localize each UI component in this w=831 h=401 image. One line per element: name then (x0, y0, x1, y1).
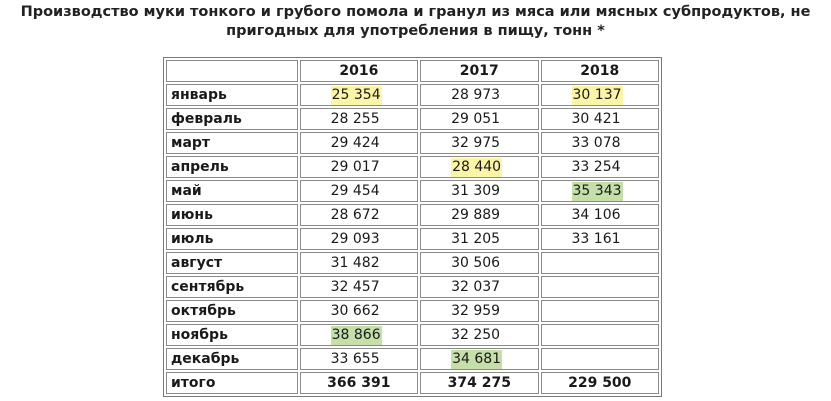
header-row: 2016 2017 2018 (166, 60, 659, 82)
value-cell: 32 037 (420, 276, 539, 298)
total-label: итого (166, 372, 298, 394)
production-table: 2016 2017 2018 январь 25 354 28 973 30 1… (163, 57, 662, 397)
value-cell: 29 424 (299, 132, 419, 154)
month-label: апрель (166, 156, 298, 178)
month-label: ноябрь (166, 324, 298, 346)
value-cell (540, 324, 659, 346)
value-cell: 30 662 (299, 300, 419, 322)
min-highlight: 25 354 (330, 85, 382, 105)
month-label: октябрь (166, 300, 298, 322)
value-cell: 29 093 (299, 228, 419, 250)
table-row: декабрь 33 655 34 681 (166, 348, 659, 370)
table-row: октябрь 30 662 32 959 (166, 300, 659, 322)
value-cell: 31 205 (420, 228, 539, 250)
table-row: апрель 29 017 28 440 33 254 (166, 156, 659, 178)
total-2016: 366 391 (299, 372, 419, 394)
value-cell: 31 482 (299, 252, 419, 274)
value-cell: 30 421 (540, 108, 659, 130)
value-cell: 28 440 (420, 156, 539, 178)
title-line-1: Производство муки тонкого и грубого помо… (20, 4, 811, 20)
table-row: июль 29 093 31 205 33 161 (166, 228, 659, 250)
month-label: февраль (166, 108, 298, 130)
value-cell (540, 300, 659, 322)
title-line-2: пригодных для употребления в пищу, тонн … (226, 23, 605, 39)
table-row: май 29 454 31 309 35 343 (166, 180, 659, 202)
value-cell: 28 255 (299, 108, 419, 130)
table-row: март 29 424 32 975 33 078 (166, 132, 659, 154)
month-label: декабрь (166, 348, 298, 370)
table-row: август 31 482 30 506 (166, 252, 659, 274)
value-cell (540, 348, 659, 370)
month-label: март (166, 132, 298, 154)
year-header-2017: 2017 (420, 60, 539, 82)
total-2017: 374 275 (420, 372, 539, 394)
table-row: июнь 28 672 29 889 34 106 (166, 204, 659, 226)
value-cell: 32 959 (420, 300, 539, 322)
value-cell: 28 672 (299, 204, 419, 226)
month-label: сентябрь (166, 276, 298, 298)
total-row: итого 366 391 374 275 229 500 (166, 372, 659, 394)
month-label: июнь (166, 204, 298, 226)
corner-cell (166, 60, 298, 82)
table-row: февраль 28 255 29 051 30 421 (166, 108, 659, 130)
value-cell: 29 051 (420, 108, 539, 130)
year-header-2018: 2018 (540, 60, 659, 82)
value-cell (540, 252, 659, 274)
max-highlight: 34 681 (451, 349, 503, 369)
month-label: январь (166, 84, 298, 106)
value-cell: 34 681 (420, 348, 539, 370)
value-cell: 29 454 (299, 180, 419, 202)
year-header-2016: 2016 (299, 60, 419, 82)
value-cell: 35 343 (540, 180, 659, 202)
max-highlight: 35 343 (571, 181, 623, 201)
table-row: январь 25 354 28 973 30 137 (166, 84, 659, 106)
value-cell: 33 161 (540, 228, 659, 250)
value-cell (540, 276, 659, 298)
value-cell: 33 254 (540, 156, 659, 178)
month-label: август (166, 252, 298, 274)
value-cell: 38 866 (299, 324, 419, 346)
month-label: июль (166, 228, 298, 250)
table-row: сентябрь 32 457 32 037 (166, 276, 659, 298)
total-2018: 229 500 (540, 372, 659, 394)
table-row: ноябрь 38 866 32 250 (166, 324, 659, 346)
value-cell: 30 137 (540, 84, 659, 106)
min-highlight: 28 440 (451, 157, 503, 177)
value-cell: 29 889 (420, 204, 539, 226)
value-cell: 33 655 (299, 348, 419, 370)
page-title: Производство муки тонкого и грубого помо… (0, 3, 831, 41)
value-cell: 29 017 (299, 156, 419, 178)
value-cell: 25 354 (299, 84, 419, 106)
value-cell: 28 973 (420, 84, 539, 106)
value-cell: 32 975 (420, 132, 539, 154)
min-highlight: 30 137 (571, 85, 623, 105)
value-cell: 32 457 (299, 276, 419, 298)
value-cell: 30 506 (420, 252, 539, 274)
max-highlight: 38 866 (330, 325, 382, 345)
value-cell: 33 078 (540, 132, 659, 154)
value-cell: 32 250 (420, 324, 539, 346)
value-cell: 31 309 (420, 180, 539, 202)
value-cell: 34 106 (540, 204, 659, 226)
month-label: май (166, 180, 298, 202)
